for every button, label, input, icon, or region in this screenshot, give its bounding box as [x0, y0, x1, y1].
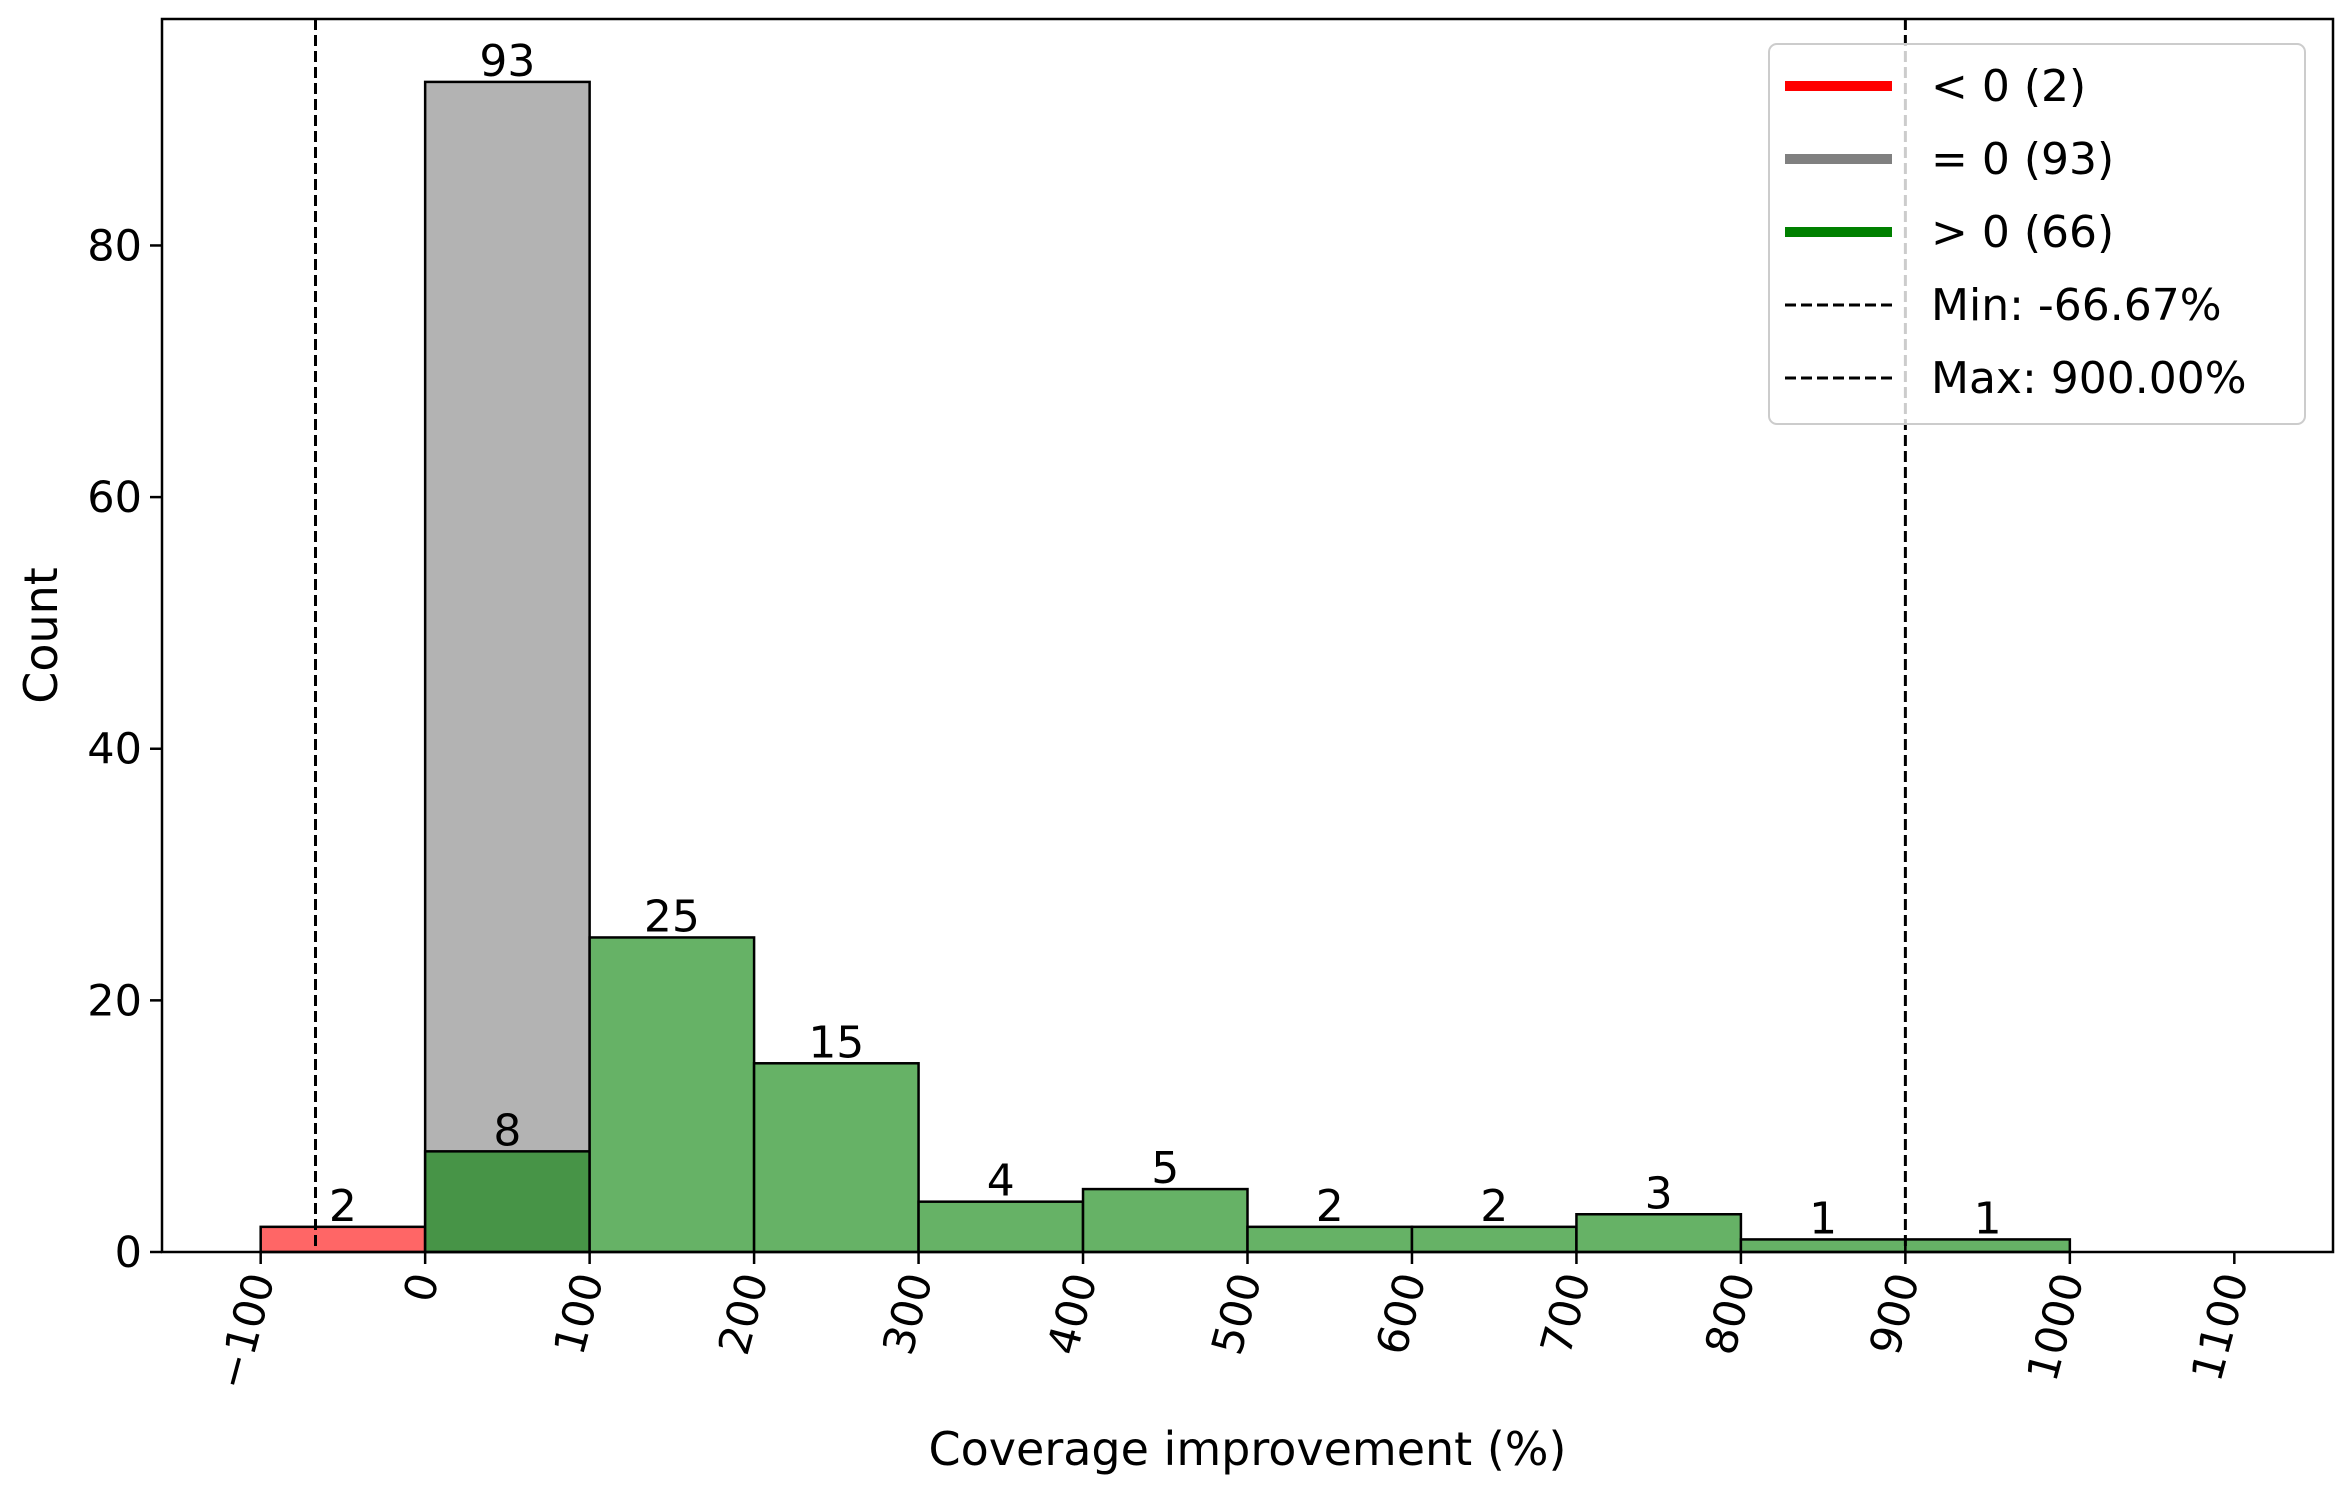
- legend: < 0 (2) = 0 (93) > 0 (66) Min: -66.67% Max: …: [1768, 43, 2306, 425]
- legend-entry-label: > 0 (66): [1931, 207, 2114, 258]
- legend-entry-label: Max: 900.00%: [1931, 353, 2247, 404]
- legend-entry-label: < 0 (2): [1931, 61, 2086, 112]
- legend-box: [1768, 43, 2306, 425]
- bar-0-400-500: [1081, 1187, 1249, 1254]
- bar-0--100-0: [259, 1225, 427, 1254]
- bar-0-100-200: [588, 936, 756, 1254]
- bar-0-0-100: [423, 80, 591, 1254]
- y-tick-label: 40: [87, 725, 142, 775]
- bar-value-label: 3: [1645, 1168, 1673, 1219]
- bars-layer: [259, 80, 2072, 1254]
- bar-0-700-800: [1575, 1213, 1743, 1254]
- bar-value-label: 5: [1151, 1143, 1179, 1194]
- bar-value-label: 4: [987, 1156, 1015, 1207]
- reference-lines-layer: [313, 19, 1907, 1252]
- y-tick-label: 20: [87, 976, 142, 1026]
- bar-0-300-400: [917, 1200, 1085, 1254]
- legend-entry-label: = 0 (93): [1931, 134, 2114, 185]
- bar-value-label: 8: [493, 1105, 521, 1156]
- bar-value-label: 1: [1974, 1193, 2002, 1244]
- y-tick-label: 0: [115, 1228, 142, 1278]
- x-axis-label: Coverage improvement (%): [929, 1422, 1567, 1476]
- bar-0-200-300: [752, 1062, 920, 1254]
- y-tick-label: 60: [87, 473, 142, 523]
- bar-value-label: 2: [1480, 1181, 1508, 1232]
- bar-0-0-100: [423, 1150, 591, 1254]
- bar-value-label: 2: [329, 1181, 357, 1232]
- y-axis-label: Count: [14, 567, 68, 704]
- y-tick-label: 80: [87, 221, 142, 271]
- bar-0-500-600: [1246, 1225, 1414, 1254]
- bar-value-label: 1: [1809, 1193, 1837, 1244]
- bar-labels-layer: 2 93 8 25 15 4 5 2 2 3 1 1: [329, 36, 2002, 1245]
- bar-value-label: 15: [808, 1017, 864, 1068]
- bar-value-label: 2: [1316, 1181, 1344, 1232]
- legend-entry-label: Min: -66.67%: [1931, 280, 2222, 331]
- bar-value-label: 93: [479, 36, 535, 87]
- bar-value-label: 25: [644, 891, 700, 942]
